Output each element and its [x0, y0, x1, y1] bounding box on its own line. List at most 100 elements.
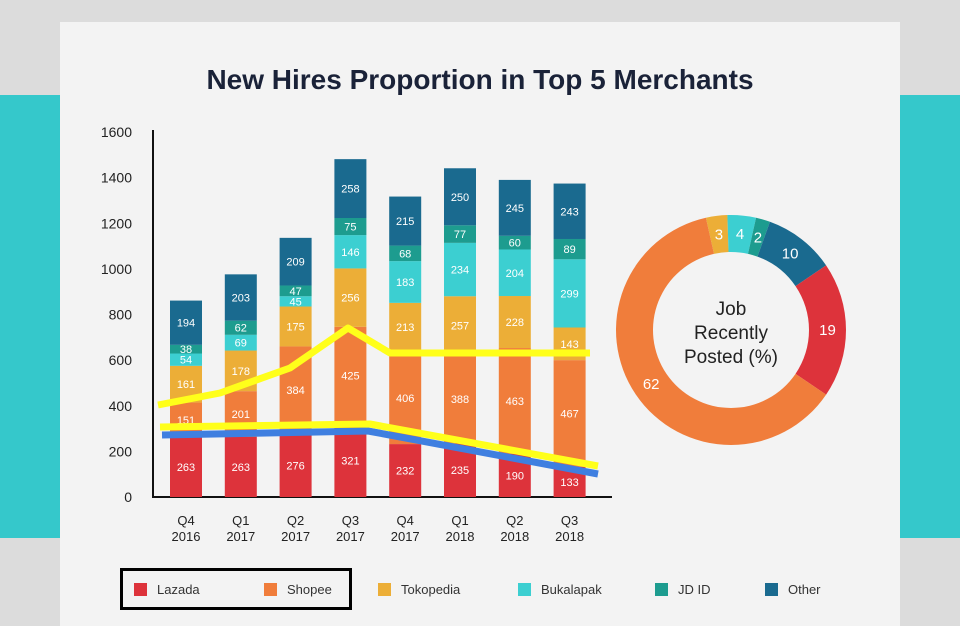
bar-value-label: 232 [396, 466, 414, 478]
donut-value-label: 10 [782, 246, 799, 263]
donut-value-label: 2 [754, 229, 762, 246]
donut-value-label: 19 [819, 322, 836, 339]
annotation-line-yellow-upper [157, 324, 590, 409]
bar-segment [444, 296, 476, 355]
bar-segment [498, 235, 531, 250]
legend-swatch [378, 583, 391, 596]
x-tick-label: Q1 [451, 513, 468, 528]
legend-label: JD ID [678, 582, 711, 597]
donut-center-label: Recently [694, 323, 768, 344]
donut-value-label: 62 [643, 376, 660, 393]
bar-segment [279, 285, 312, 297]
x-tick-label: Q1 [232, 513, 249, 528]
bar-segment [170, 437, 202, 497]
bar-value-label: 467 [560, 408, 578, 420]
y-tick-label: 1000 [101, 261, 132, 277]
legend-label: Lazada [157, 582, 200, 597]
legend-swatch [134, 583, 147, 596]
legend: Lazada Shopee Tokopedia Bukalapak JD ID Other [120, 566, 880, 614]
bar-segment [224, 274, 257, 321]
donut-slice [795, 265, 846, 395]
y-tick-label: 600 [109, 352, 133, 368]
legend-label: Other [788, 582, 821, 597]
x-tick-label: 2018 [500, 529, 529, 544]
bar-value-label: 388 [451, 394, 469, 406]
donut-slice [757, 221, 827, 287]
bar-segment [444, 225, 476, 243]
legend-item: Tokopedia [378, 582, 460, 597]
bar-value-label: 178 [232, 366, 250, 378]
annotation-line-yellow-lower [159, 420, 599, 470]
bar-value-label: 62 [235, 323, 247, 335]
legend-label: Bukalapak [541, 582, 602, 597]
y-tick-label: 1600 [101, 124, 132, 140]
legend-item: JD ID [655, 582, 711, 597]
bar-segment [389, 196, 422, 246]
bar-segment [224, 334, 257, 351]
x-tick-label: 2018 [446, 529, 475, 544]
x-tick-label: 2017 [391, 529, 420, 544]
chart-title: New Hires Proportion in Top 5 Merchants [206, 64, 754, 95]
x-tick-label: 2017 [226, 529, 255, 544]
bar-segment [553, 183, 586, 239]
bar-value-label: 263 [177, 462, 195, 474]
bar-value-label: 463 [506, 396, 524, 408]
donut-value-label: 4 [736, 226, 744, 243]
bar-segment [170, 353, 202, 366]
legend-item: Bukalapak [518, 582, 602, 597]
bar-value-label: 425 [341, 370, 359, 382]
bar-segment [444, 354, 476, 444]
donut-slice [727, 215, 757, 254]
bar-value-label: 54 [180, 355, 192, 367]
bar-segment [334, 159, 367, 219]
bar-value-label: 146 [341, 247, 359, 259]
legend-label: Shopee [287, 582, 332, 597]
bar-value-label: 235 [451, 465, 469, 477]
bar-value-label: 234 [451, 265, 469, 277]
bar-segment [553, 238, 586, 260]
x-tick-label: Q2 [506, 513, 523, 528]
donut-value-label: 3 [715, 226, 723, 243]
bar-value-label: 175 [286, 321, 304, 333]
bar-segment [389, 302, 422, 352]
bar-segment [279, 296, 312, 307]
legend-item: Lazada [134, 582, 200, 597]
y-tick-label: 1200 [101, 215, 132, 231]
bar-segment [334, 218, 367, 236]
y-tick-label: 0 [124, 489, 132, 505]
legend-swatch [264, 583, 277, 596]
legend-swatch [655, 583, 668, 596]
bar-value-label: 60 [509, 238, 521, 250]
bar-segment [170, 300, 202, 345]
bar-value-label: 209 [286, 257, 304, 269]
bar-value-label: 89 [563, 244, 575, 256]
bar-value-label: 299 [560, 288, 578, 300]
bar-segment [498, 179, 531, 236]
bar-segment [224, 437, 257, 497]
bar-value-label: 228 [506, 317, 524, 329]
bar-value-label: 75 [344, 222, 356, 234]
bar-value-label: 161 [177, 379, 195, 391]
legend-item: Other [765, 582, 821, 597]
bar-value-label: 258 [341, 184, 359, 196]
bar-value-label: 133 [560, 477, 578, 489]
bar-segment [334, 268, 367, 327]
bar-value-label: 276 [286, 461, 304, 473]
bar-segment [279, 237, 312, 286]
donut-slice [616, 217, 827, 445]
donut-center-label: Posted (%) [684, 347, 778, 368]
bar-value-label: 47 [289, 286, 301, 298]
bar-value-label: 69 [235, 338, 247, 350]
bar-value-label: 245 [506, 203, 524, 215]
bar-value-label: 68 [399, 248, 411, 260]
y-tick-label: 800 [109, 307, 133, 323]
bar-value-label: 190 [506, 470, 524, 482]
bar-value-label: 203 [232, 293, 250, 305]
bar-segment [334, 326, 367, 424]
bar-value-label: 250 [451, 192, 469, 204]
bar-value-label: 256 [341, 293, 359, 305]
x-tick-label: Q3 [342, 513, 359, 528]
bar-segment [444, 242, 476, 297]
bar-segment [498, 348, 531, 454]
bar-value-label: 384 [286, 385, 304, 397]
